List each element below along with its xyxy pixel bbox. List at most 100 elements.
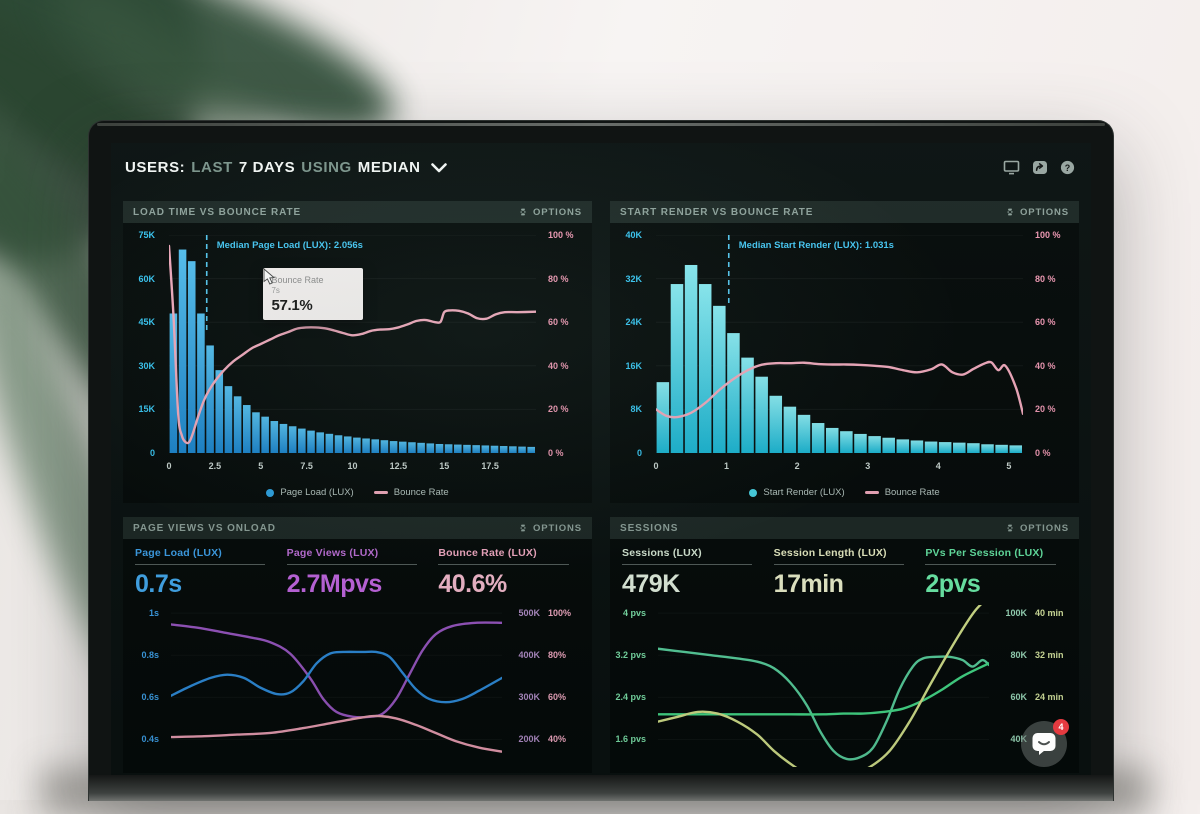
options-label: OPTIONS: [532, 522, 582, 534]
header-title-part: 7 DAYS: [238, 158, 296, 176]
x-tick-label: 17.5: [481, 461, 499, 471]
y-axis-label: 400K: [518, 650, 540, 661]
legend-item[interactable]: Start Render (LUX): [749, 487, 845, 498]
options-button[interactable]: OPTIONS: [1005, 523, 1069, 534]
gear-icon: [520, 207, 526, 217]
header-title-part: LAST: [191, 158, 233, 176]
y-axis-label: 40 min: [1035, 608, 1064, 619]
x-tick-label: 5: [1006, 461, 1012, 471]
chart-plot[interactable]: Median Start Render (LUX): 1.031s: [656, 235, 1023, 453]
chart-plot[interactable]: [658, 605, 989, 767]
y-axis-left: 75K 60K 45K 30K 15K 0: [123, 230, 163, 458]
y-axis-row: 300K 60%: [506, 692, 588, 702]
metric-label: PVs Per Session (LUX): [925, 547, 1044, 559]
metric-label: Bounce Rate (LUX): [438, 547, 537, 559]
panel-title: START RENDER VS BOUNCE RATE: [620, 206, 814, 218]
legend-label: Bounce Rate: [884, 487, 940, 498]
chart-plot[interactable]: Median Page Load (LUX): 2.056s Bounce Ra…: [169, 235, 536, 453]
display-icon[interactable]: [1003, 160, 1020, 175]
median-annotation: Median Page Load (LUX): 2.056s: [216, 240, 363, 251]
chat-widget[interactable]: 4: [1021, 719, 1069, 767]
y-axis-row: 400K 80%: [506, 650, 588, 660]
hover-tooltip: Bounce Rate 7s 57.1%: [263, 268, 364, 320]
y-axis-label: 32 min: [1035, 650, 1064, 661]
y-axis-label: 75K: [138, 230, 155, 240]
metric-page-load[interactable]: Page Load (LUX) 0.7s: [135, 547, 277, 601]
y-axis-label: 20 %: [1035, 404, 1056, 415]
legend-item[interactable]: Bounce Rate: [864, 487, 940, 498]
metric-label: Sessions (LUX): [622, 547, 702, 559]
chevron-down-icon: [430, 163, 447, 173]
load-time-chart[interactable]: 75K 60K 45K 30K 15K 0 100 % 80 % 60 % 40 % 20 % 0 …: [123, 223, 592, 503]
y-axis-label: 100%: [548, 608, 572, 619]
y-axis-row: 60K 24 min: [993, 692, 1075, 702]
y-axis-label: 300K: [518, 692, 540, 703]
y-axis-label: 40 %: [1035, 360, 1056, 371]
x-tick-label: 0: [166, 461, 172, 471]
y-axis-label: 80 %: [548, 273, 569, 284]
line-marker: [373, 491, 388, 494]
y-axis-label: 15K: [138, 404, 155, 415]
share-icon[interactable]: [1032, 160, 1048, 175]
chat-bubble-icon: [1032, 733, 1056, 755]
metric-underline: [135, 564, 266, 565]
metric-underline: [286, 564, 417, 565]
x-axis: 0 1 2 3 4 5: [653, 461, 1023, 475]
options-label: OPTIONS: [532, 206, 582, 218]
users-filter-dropdown[interactable]: USERS: LAST 7 DAYS USING MEDIAN: [125, 159, 447, 176]
start-render-chart[interactable]: 40K 32K 24K 16K 8K 0 100 % 80 % 60 % 40 % 20 % 0 %…: [610, 223, 1079, 503]
svg-text:?: ?: [1065, 163, 1071, 173]
metric-page-views[interactable]: Page Views (LUX) 2.7Mpvs: [286, 547, 429, 601]
y-axis-label: 100K: [1005, 608, 1027, 619]
y-axis-label: 0: [636, 448, 642, 458]
y-axis-label: 60 %: [548, 317, 569, 328]
header-icons: ?: [1003, 160, 1075, 175]
metric-underline: [925, 564, 1056, 565]
options-button[interactable]: OPTIONS: [1005, 207, 1069, 218]
y-axis-label: 30K: [138, 360, 155, 371]
y-axis-left: 40K 32K 24K 16K 8K 0: [610, 230, 650, 458]
help-icon[interactable]: ?: [1060, 160, 1075, 175]
page-views-chart[interactable]: 1s 0.8s 0.6s 0.4s 500K 100% 400K 80% 300K 60% 200…: [123, 601, 592, 773]
y-axis-label: 100 %: [548, 230, 574, 240]
y-axis-label: 16K: [625, 360, 642, 371]
y-axis-row: 80K 32 min: [993, 650, 1075, 660]
chart-legend: Page Load (LUX) Bounce Rate: [123, 487, 592, 498]
metric-sessions[interactable]: Sessions (LUX) 479K: [622, 547, 764, 601]
tooltip-value: 57.1%: [271, 297, 313, 314]
y-axis-label: 40 %: [548, 360, 569, 371]
legend-item[interactable]: Page Load (LUX): [266, 487, 354, 498]
metric-pvs-per-session[interactable]: PVs Per Session (LUX) 2pvs: [925, 547, 1067, 601]
x-tick-label: 4: [935, 461, 941, 471]
panel-header: PAGE VIEWS VS ONLOAD OPTIONS: [123, 517, 592, 539]
chart-legend: Start Render (LUX) Bounce Rate: [610, 487, 1079, 498]
x-tick-label: 5: [258, 461, 264, 471]
y-axis-left: 4 pvs 3.2 pvs 2.4 pvs 1.6 pvs: [610, 605, 654, 767]
metric-label: Session Length (LUX): [773, 547, 887, 559]
gear-icon: [520, 523, 526, 533]
y-axis-label: 8K: [630, 404, 642, 415]
options-button[interactable]: OPTIONS: [518, 523, 582, 534]
metric-session-length[interactable]: Session Length (LUX) 17min: [773, 547, 916, 601]
y-axis-label: 0.6s: [141, 692, 159, 703]
y-axis-label: 60K: [138, 273, 155, 284]
y-axis-label: 0.4s: [141, 734, 159, 745]
metric-bounce-rate[interactable]: Bounce Rate (LUX) 40.6%: [438, 547, 580, 601]
metric-value: 2pvs: [925, 570, 981, 598]
sessions-chart[interactable]: 4 pvs 3.2 pvs 2.4 pvs 1.6 pvs 100K 40 min 80K…: [610, 601, 1079, 773]
panel-page-views-vs-onload: PAGE VIEWS VS ONLOAD OPTIONS Page Load (…: [123, 517, 592, 773]
y-axis-label: 32K: [625, 273, 642, 284]
median-annotation: Median Start Render (LUX): 1.031s: [738, 240, 894, 251]
y-axis-label: 60K: [1010, 692, 1027, 703]
legend-item[interactable]: Bounce Rate: [373, 487, 449, 498]
y-axis-label: 0: [149, 448, 155, 458]
metric-value: 17min: [773, 570, 844, 598]
metric-value: 40.6%: [438, 570, 507, 598]
chart-plot[interactable]: [171, 605, 502, 767]
options-button[interactable]: OPTIONS: [518, 207, 582, 218]
y-axis-label: 40K: [1010, 734, 1027, 745]
y-axis-label: 3.2 pvs: [615, 650, 646, 661]
y-axis-label: 20 %: [548, 404, 569, 415]
y-axis-label: 0 %: [1035, 448, 1051, 458]
gear-icon: [1007, 207, 1013, 217]
